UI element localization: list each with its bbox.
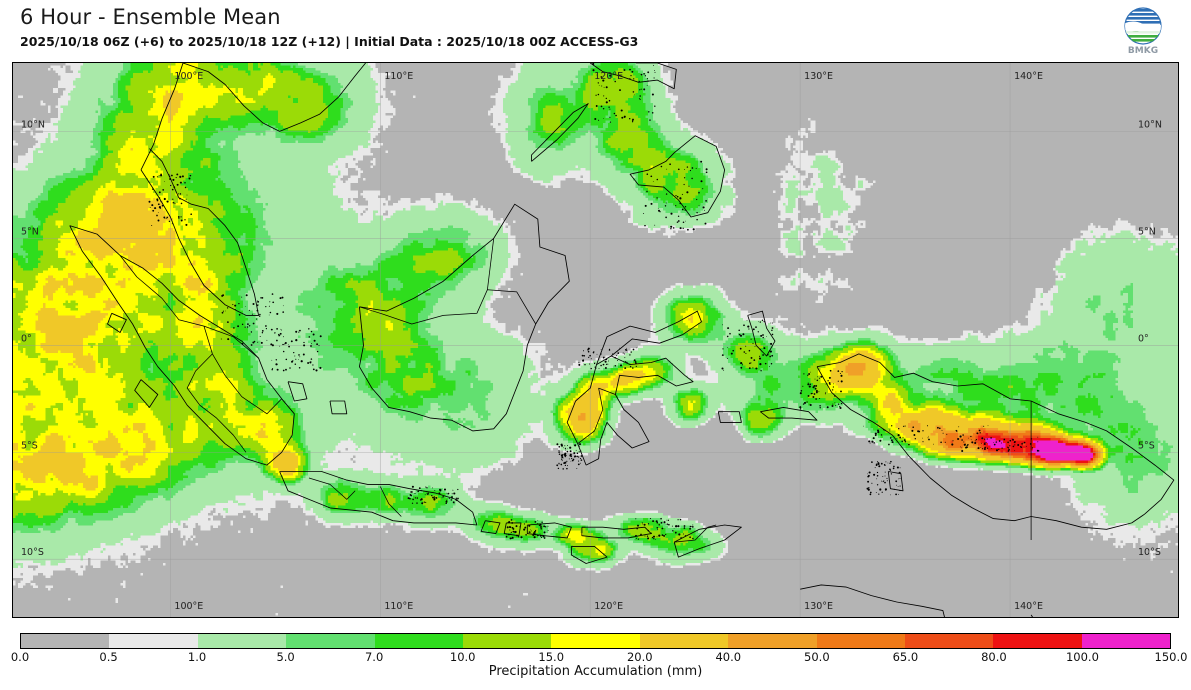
colorbar-segment xyxy=(374,634,463,648)
logo-text: BMKG xyxy=(1128,46,1158,56)
map-canvas: 100°E 100°E 110°E 110°E 120°E 120°E 130°E 130°E… xyxy=(13,63,1178,617)
colorbar-segment xyxy=(816,634,905,648)
header: 6 Hour - Ensemble Mean 2025/10/18 06Z (+… xyxy=(20,4,1080,50)
lon-tick-label: 140°E xyxy=(1014,71,1043,82)
colorbar-tick: 100.0 xyxy=(1065,650,1099,664)
lat-tick-label: 5°N xyxy=(1138,226,1156,237)
lon-tick-label: 120°E xyxy=(594,601,623,612)
map-gridlines xyxy=(13,63,1178,617)
colorbar-title: Precipitation Accumulation (mm) xyxy=(488,664,703,679)
colorbar-segment xyxy=(904,634,994,648)
lat-tick-label: 5°N xyxy=(21,226,39,237)
lat-tick-label: 0° xyxy=(1138,333,1149,344)
colorbar-tick: 40.0 xyxy=(715,650,742,664)
lon-tick-label: 100°E xyxy=(174,601,203,612)
map-island-speckle xyxy=(148,63,1040,541)
lat-tick-label: 5°S xyxy=(21,440,38,451)
colorbar-segment xyxy=(1081,634,1171,648)
map-tick-labels: 100°E 100°E 110°E 110°E 120°E 120°E 130°E 130°E… xyxy=(21,71,1162,612)
lon-tick-label: 110°E xyxy=(384,601,413,612)
lon-tick-label: 130°E xyxy=(804,601,833,612)
colorbar-tick: 0.0 xyxy=(10,650,30,664)
colorbar-tick: 65.0 xyxy=(892,650,919,664)
colorbar-segment xyxy=(728,634,817,648)
colorbar-tick: 10.0 xyxy=(449,650,476,664)
lon-tick-label: 130°E xyxy=(804,71,833,82)
page-title: 6 Hour - Ensemble Mean xyxy=(20,5,281,29)
lat-tick-label: 5°S xyxy=(1138,440,1155,451)
colorbar-ticks: 0.0 0.5 1.0 5.0 7.0 10.0 15.0 20.0 40.0 50.0 65.0 8… xyxy=(0,650,1191,666)
colorbar-segment xyxy=(551,634,640,648)
colorbar-tick: 1.0 xyxy=(187,650,207,664)
colorbar-tick: 0.5 xyxy=(99,650,118,664)
lon-tick-label: 100°E xyxy=(174,71,203,82)
colorbar-segment xyxy=(639,634,729,648)
colorbar-tick: 80.0 xyxy=(981,650,1007,664)
colorbar-tick: 20.0 xyxy=(626,650,653,664)
lon-tick-label: 110°E xyxy=(384,71,413,82)
map-coastlines xyxy=(69,63,1175,617)
map-borders xyxy=(119,238,1032,543)
lat-tick-label: 10°N xyxy=(21,119,45,130)
page-subtitle: 2025/10/18 06Z (+6) to 2025/10/18 12Z (+… xyxy=(20,34,639,49)
precipitation-map[interactable]: 100°E 100°E 110°E 110°E 120°E 120°E 130°E 130°E… xyxy=(12,62,1179,618)
colorbar-tick: 150.0 xyxy=(1154,650,1188,664)
lat-tick-label: 10°S xyxy=(21,547,44,558)
colorbar-tick: 7.0 xyxy=(364,650,384,664)
colorbar-segment xyxy=(462,634,552,648)
colorbar-segment xyxy=(197,634,287,648)
precip-field xyxy=(13,63,1178,617)
colorbar-tick: 50.0 xyxy=(804,650,830,664)
lat-tick-label: 10°N xyxy=(1138,119,1162,130)
colorbar-segment xyxy=(993,634,1082,648)
bmkg-logo-icon: BMKG xyxy=(1124,7,1162,56)
lon-tick-label: 120°E xyxy=(594,71,623,82)
colorbar-tick: 5.0 xyxy=(276,650,295,664)
colorbar-segment xyxy=(109,634,198,648)
bmkg-logo: BMKG xyxy=(1113,4,1173,56)
colorbar-segment xyxy=(286,634,375,648)
lon-tick-label: 140°E xyxy=(1014,601,1043,612)
colorbar[interactable] xyxy=(20,633,1171,649)
colorbar-tick: 15.0 xyxy=(538,650,565,664)
lat-tick-label: 10°S xyxy=(1138,547,1161,558)
colorbar-segment xyxy=(21,634,110,648)
lat-tick-label: 0° xyxy=(21,333,32,344)
